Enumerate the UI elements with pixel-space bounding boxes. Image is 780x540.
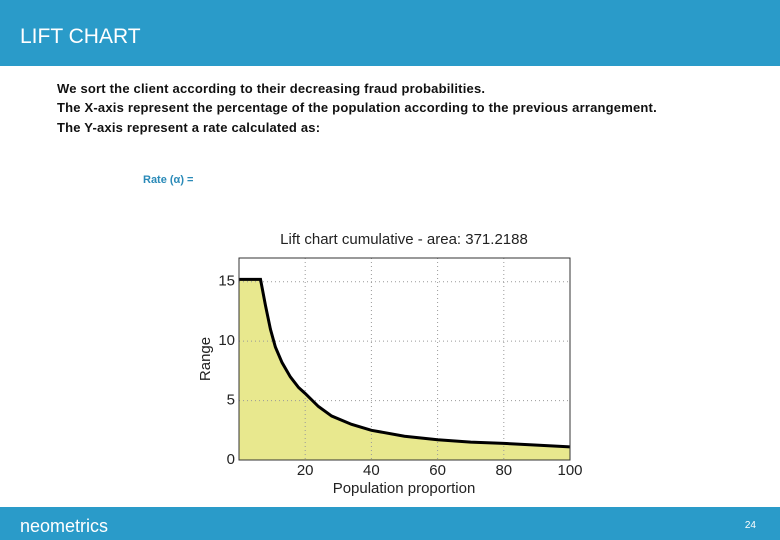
chart-title: Lift chart cumulative - area: 371.2188 <box>280 231 528 248</box>
plot-frame <box>238 257 571 461</box>
x-tick-label: 20 <box>297 462 314 479</box>
chart: Lift chart cumulative - area: 371.2188 P… <box>197 231 583 497</box>
x-tick-label: 40 <box>363 462 380 479</box>
area-fill <box>239 279 570 460</box>
body-line: The Y-axis represent a rate calculated a… <box>57 120 321 135</box>
formula-label: Rate (α) = <box>143 174 194 186</box>
page-number: 24 <box>744 520 756 531</box>
x-tick-label: 100 <box>557 462 582 479</box>
x-tick-label: 60 <box>429 462 446 479</box>
y-tick-label: 0 <box>227 451 235 468</box>
header-title: LIFT CHART <box>20 25 141 48</box>
body-line: We sort the client according to their de… <box>57 81 486 96</box>
footer-brand: neometrics <box>20 516 109 536</box>
footer: neometrics 24 <box>0 507 780 540</box>
x-tick-label: 80 <box>495 462 512 479</box>
x-axis-label: Population proportion <box>333 480 476 497</box>
y-tick-label: 15 <box>218 273 235 290</box>
body-line: The X-axis represent the percentage of t… <box>57 100 657 115</box>
y-tick-label: 10 <box>218 332 235 349</box>
y-tick-label: 5 <box>227 392 235 409</box>
area-line <box>239 277 571 449</box>
y-axis-label: Range <box>197 337 214 381</box>
header: LIFT CHART <box>0 0 780 66</box>
